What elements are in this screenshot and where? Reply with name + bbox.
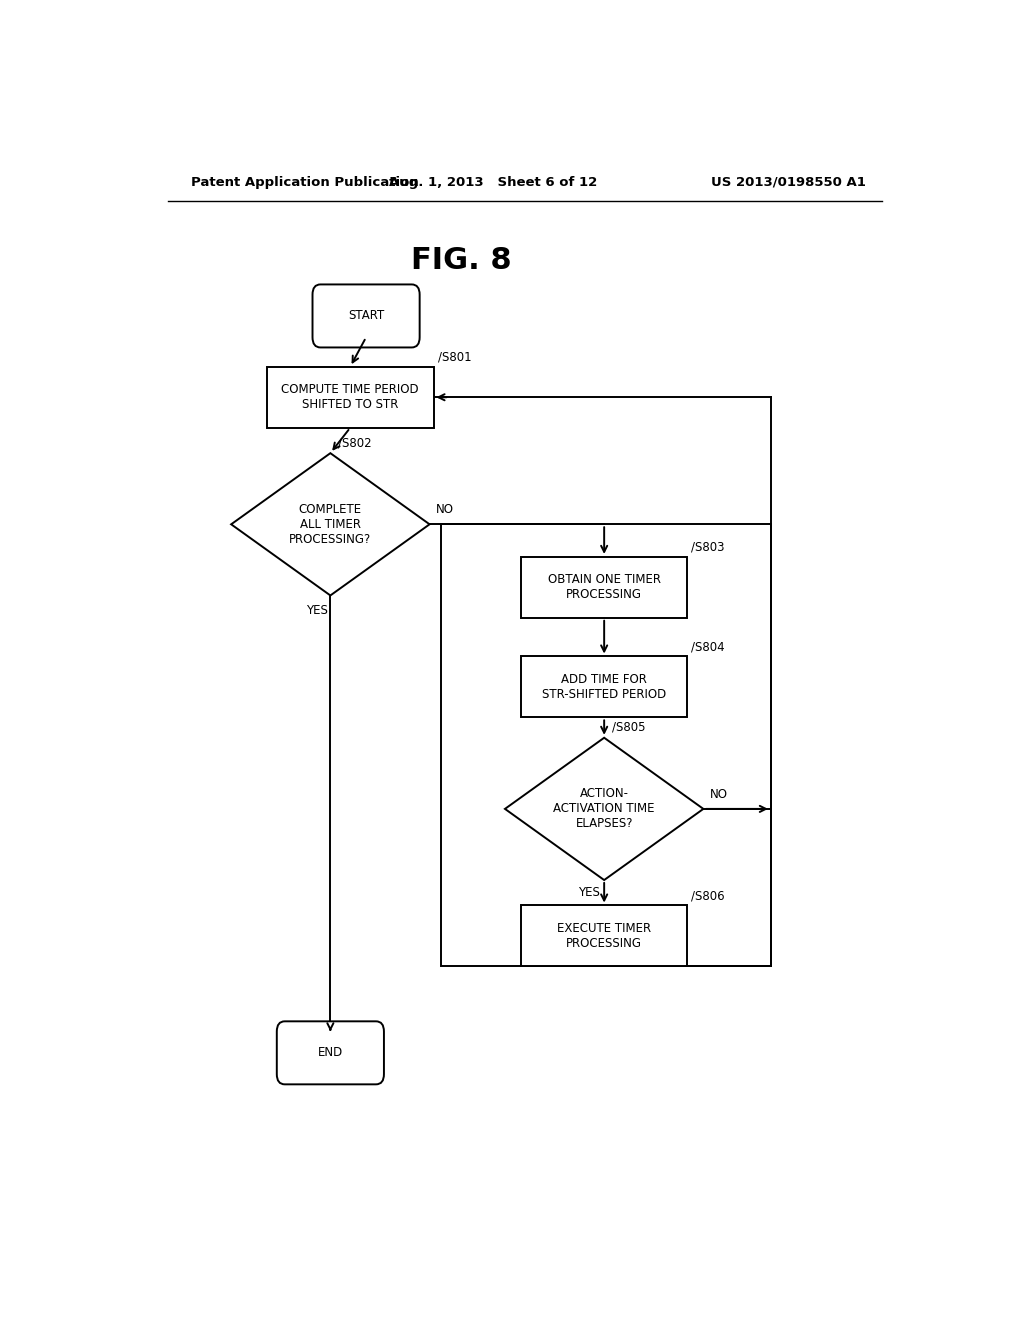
Text: US 2013/0198550 A1: US 2013/0198550 A1 — [712, 176, 866, 189]
FancyBboxPatch shape — [276, 1022, 384, 1084]
Text: COMPUTE TIME PERIOD
SHIFTED TO STR: COMPUTE TIME PERIOD SHIFTED TO STR — [282, 383, 419, 412]
Text: NO: NO — [436, 503, 454, 516]
Bar — [521, 656, 687, 718]
Text: OBTAIN ONE TIMER
PROCESSING: OBTAIN ONE TIMER PROCESSING — [548, 573, 660, 602]
Text: Aug. 1, 2013   Sheet 6 of 12: Aug. 1, 2013 Sheet 6 of 12 — [389, 176, 597, 189]
Text: /S801: /S801 — [437, 351, 471, 364]
Bar — [441, 524, 771, 966]
Bar — [267, 367, 433, 428]
Text: EXECUTE TIMER
PROCESSING: EXECUTE TIMER PROCESSING — [557, 921, 651, 950]
Text: /S802: /S802 — [338, 436, 372, 449]
Text: NO: NO — [710, 788, 728, 801]
Text: START: START — [348, 309, 384, 322]
Text: /S805: /S805 — [612, 721, 645, 734]
Bar — [521, 557, 687, 618]
Polygon shape — [231, 453, 430, 595]
Text: YES: YES — [305, 603, 328, 616]
Text: Patent Application Publication: Patent Application Publication — [191, 176, 419, 189]
FancyBboxPatch shape — [312, 284, 420, 347]
Text: ADD TIME FOR
STR-SHIFTED PERIOD: ADD TIME FOR STR-SHIFTED PERIOD — [542, 673, 667, 701]
Text: /S804: /S804 — [691, 640, 725, 653]
Text: ACTION-
ACTIVATION TIME
ELAPSES?: ACTION- ACTIVATION TIME ELAPSES? — [553, 788, 655, 830]
Polygon shape — [505, 738, 703, 880]
Bar — [521, 906, 687, 966]
Text: COMPLETE
ALL TIMER
PROCESSING?: COMPLETE ALL TIMER PROCESSING? — [289, 503, 372, 545]
Text: FIG. 8: FIG. 8 — [411, 246, 512, 275]
Text: /S806: /S806 — [691, 890, 725, 903]
Text: YES: YES — [579, 886, 600, 899]
Text: END: END — [317, 1047, 343, 1060]
Text: /S803: /S803 — [691, 541, 725, 554]
